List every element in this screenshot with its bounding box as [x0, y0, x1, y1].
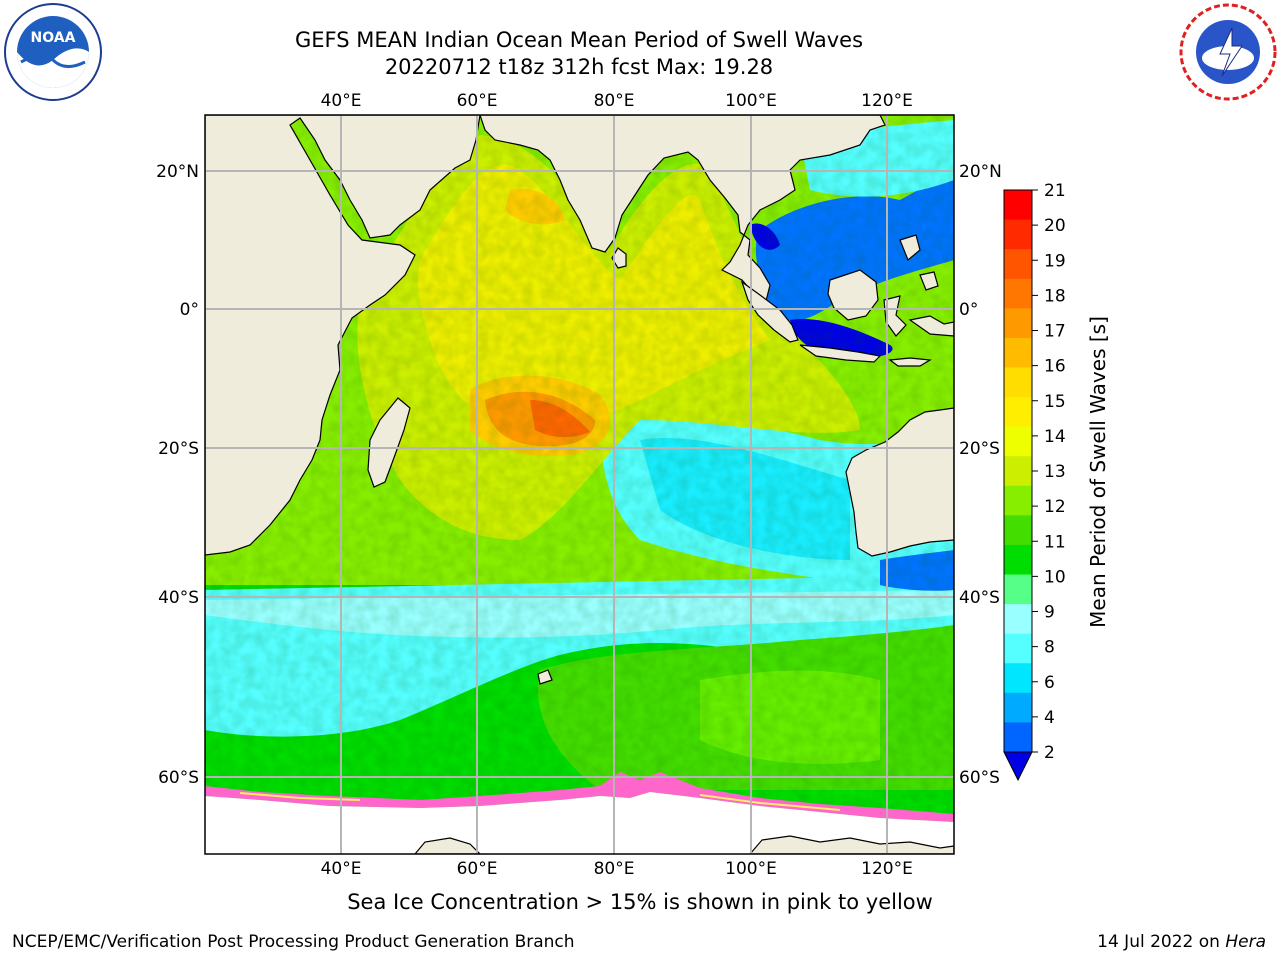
colorbar-segment: [1004, 456, 1032, 487]
land-antarctica: [414, 837, 481, 854]
lon-label-bottom: 60°E: [457, 859, 498, 879]
map-svg: 40°E 60°E 80°E 100°E 120°E 40°E 60°E 80°…: [156, 91, 1110, 879]
colorbar-tick-label: 11: [1044, 532, 1066, 552]
lon-label-top: 120°E: [861, 91, 913, 111]
map-frame: [204, 114, 955, 855]
sea-ice-note: Sea Ice Concentration > 15% is shown in …: [347, 890, 933, 914]
noaa-logo-text: NOAA: [31, 30, 76, 46]
lat-label-right: 20°S: [959, 439, 1000, 459]
lat-labels-left: 20°N 0° 20°S 40°S 60°S: [156, 162, 199, 788]
colorbar-segment: [1004, 190, 1032, 221]
lon-label-top: 100°E: [725, 91, 777, 111]
colorbar-tick-label: 21: [1044, 181, 1066, 201]
lat-labels-right: 20°N 0° 20°S 40°S 60°S: [959, 162, 1002, 788]
lat-label-right: 60°S: [959, 768, 1000, 788]
colorbar-tick-label: 13: [1044, 462, 1066, 482]
colorbar: 21 20 19 18 17 16 15 14 13 12 11 10 9 8 6 4 2: [1003, 181, 1066, 782]
footer-machine: Hera: [1225, 932, 1266, 952]
colorbar-segment: [1004, 278, 1032, 309]
colorbar-segment: [1004, 544, 1032, 576]
noaa-logo: NOAA: [4, 3, 102, 101]
lat-label-left: 40°S: [158, 588, 199, 608]
lon-label-bottom: 40°E: [321, 859, 362, 879]
colorbar-tick-label: 15: [1044, 392, 1066, 412]
colorbar-tick-label: 2: [1044, 743, 1055, 763]
land-java: [799, 344, 882, 363]
colorbar-tick-label: 19: [1044, 251, 1066, 271]
land-borneo: [827, 269, 879, 321]
nws-logo: [1179, 3, 1277, 101]
colorbar-tick-label: 6: [1044, 673, 1055, 693]
land-africa-arabia: [205, 115, 481, 556]
colorbar-tick-label: 16: [1044, 357, 1066, 377]
chart-subtitle: 20220712 t18z 312h fcst Max: 19.28: [384, 55, 774, 79]
graticule: [205, 115, 954, 854]
lon-label-top: 80°E: [594, 91, 635, 111]
colorbar-segment: [1004, 426, 1032, 457]
colorbar-segment: [1004, 308, 1032, 339]
lat-label-left: 60°S: [158, 768, 199, 788]
colorbar-tick-label: 14: [1044, 427, 1066, 447]
lat-label-left: 20°S: [158, 439, 199, 459]
colorbar-segment: [1004, 604, 1032, 635]
colorbar-segment: [1004, 337, 1032, 368]
colorbar-segment: [1004, 692, 1032, 723]
colorbar-tick-label: 18: [1044, 286, 1066, 306]
colorbar-tick-label: 17: [1044, 322, 1066, 342]
lon-label-bottom: 100°E: [725, 859, 777, 879]
land-sumatra: [740, 280, 799, 343]
colorbar-tick-label: 20: [1044, 216, 1066, 236]
colorbar-tick-label: 8: [1044, 638, 1055, 658]
lon-label-bottom: 120°E: [861, 859, 913, 879]
lon-labels-top: 40°E 60°E 80°E 100°E 120°E: [321, 91, 913, 111]
land-australia: [845, 407, 954, 557]
colorbar-title: Mean Period of Swell Waves [s]: [1086, 316, 1110, 628]
lon-label-top: 60°E: [457, 91, 498, 111]
colorbar-tick-label: 9: [1044, 603, 1055, 623]
lon-label-bottom: 80°E: [594, 859, 635, 879]
colorbar-segment: [1004, 574, 1032, 605]
chart-title: GEFS MEAN Indian Ocean Mean Period of Sw…: [294, 28, 864, 52]
colorbar-tick-label: 4: [1044, 708, 1055, 728]
colorbar-segment: [1004, 397, 1032, 428]
lon-labels-bottom: 40°E 60°E 80°E 100°E 120°E: [321, 859, 913, 879]
lat-label-left: 0°: [180, 300, 199, 320]
colorbar-extend-arrow: [1003, 751, 1033, 782]
land-kerguelen: [537, 669, 553, 685]
land-masses: [205, 115, 954, 854]
land-asia: [479, 115, 886, 307]
colorbar-segment: [1004, 633, 1032, 664]
lat-label-right: 0°: [959, 300, 978, 320]
lon-label-top: 40°E: [321, 91, 362, 111]
footer-credit: NCEP/EMC/Verification Post Processing Pr…: [12, 932, 575, 952]
lat-label-left: 20°N: [156, 162, 199, 182]
land-madagascar: [367, 397, 411, 488]
lat-label-right: 40°S: [959, 588, 1000, 608]
colorbar-segment: [1004, 515, 1032, 546]
colorbar-segment: [1004, 485, 1032, 516]
colorbar-segment: [1004, 663, 1032, 694]
colorbar-segment: [1004, 367, 1032, 398]
lat-label-right: 20°N: [959, 162, 1002, 182]
colorbar-segment: [1004, 722, 1032, 753]
footer-date-text: 14 Jul 2022 on: [1097, 932, 1226, 952]
colorbar-segment: [1004, 249, 1032, 280]
sea-ice-band: [205, 772, 954, 822]
colorbar-segment: [1004, 219, 1032, 250]
colorbar-tick-label: 10: [1044, 567, 1066, 587]
colorbar-tick-label: 12: [1044, 497, 1066, 517]
footer-date: 14 Jul 2022 on Hera: [1097, 932, 1266, 952]
